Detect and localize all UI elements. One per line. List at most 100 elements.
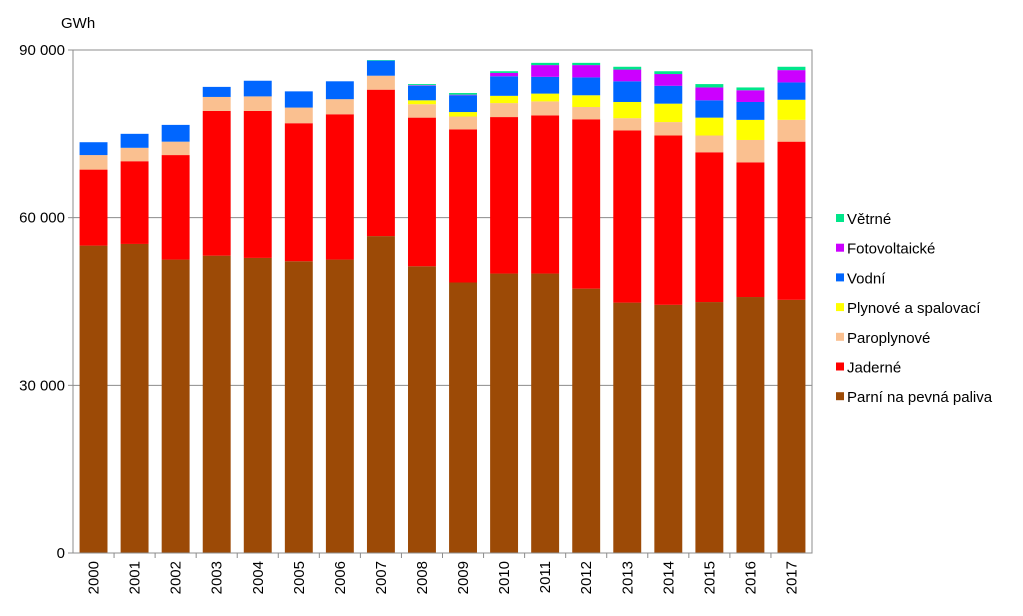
bar-segment [79, 169, 108, 246]
x-tick-label: 2007 [373, 561, 390, 594]
bar-segment [777, 299, 806, 553]
bar-segment [736, 119, 765, 140]
bar-segment [654, 304, 683, 553]
bar-segment [736, 90, 765, 102]
bar-segment [120, 161, 149, 244]
legend-swatch [836, 243, 844, 252]
bar-segment [777, 70, 806, 83]
x-tick-label: 2003 [209, 561, 226, 594]
bar-segment [325, 259, 354, 553]
bar-segment [408, 117, 436, 267]
bar-segment [695, 87, 724, 101]
bar-segment [654, 74, 683, 86]
bar-segment [613, 302, 642, 553]
bar-segment [202, 110, 231, 256]
legend-swatch [836, 392, 844, 401]
x-tick-label: 2014 [660, 561, 677, 594]
bar-segment [366, 75, 395, 90]
legend-label: Paroplynové [847, 330, 930, 347]
bar-segment [408, 85, 436, 86]
bar-segment [449, 116, 477, 130]
x-tick-label: 2016 [742, 561, 759, 594]
bar-segment [695, 152, 724, 303]
bar-segment [490, 95, 519, 104]
bar-segment [490, 117, 519, 274]
bar-segment [202, 86, 231, 97]
bar-segment [120, 243, 149, 553]
bar-segment [777, 119, 806, 142]
bar-segment [449, 93, 477, 95]
bar-segment [202, 255, 231, 554]
x-tick-label: 2004 [250, 561, 267, 594]
x-tick-label: 2009 [455, 561, 472, 594]
bar-segment [490, 71, 519, 73]
bar-segment [777, 66, 806, 71]
bar-segment [695, 302, 724, 553]
bar-segment [449, 112, 477, 117]
legend-swatch [836, 303, 844, 312]
bar-segment [408, 266, 436, 553]
bar-segment [531, 101, 560, 116]
bar-segment [531, 65, 560, 77]
x-tick-label: 2001 [127, 561, 144, 594]
bar-segment [695, 84, 724, 88]
bar-segment [613, 81, 642, 102]
bar-segment [572, 77, 601, 96]
bar-segment [449, 95, 477, 113]
bar-segment [613, 66, 642, 70]
bar-segment [572, 95, 601, 108]
bar-segment [531, 93, 560, 102]
bar-segment [736, 101, 765, 120]
legend-label: Fotovoltaické [847, 241, 935, 258]
legend-label: Jaderné [847, 360, 901, 377]
bar-segment [449, 129, 477, 283]
legend-label: Parní na pevná paliva [847, 389, 993, 406]
bar-segment [449, 94, 477, 96]
y-axis: 0 30 000 60 000 90 000 [19, 42, 73, 562]
bar-segment [695, 100, 724, 118]
bar-segment [366, 60, 395, 61]
bar-segment [284, 123, 313, 262]
bar-segment [490, 273, 519, 553]
bar-segment [654, 71, 683, 75]
y-tick-label: 0 [57, 545, 65, 562]
bar-segment [613, 69, 642, 82]
bar-segment [120, 147, 149, 162]
legend-swatch [836, 332, 844, 341]
bar-segment [243, 96, 272, 111]
bar-segment [777, 141, 806, 300]
bar-segment [325, 81, 354, 100]
bar-segment [79, 155, 108, 170]
x-tick-label: 2005 [291, 561, 308, 594]
bar-segment [284, 261, 313, 553]
x-tick-label: 2015 [701, 561, 718, 594]
bar-segment [325, 99, 354, 115]
bar-segment [572, 107, 601, 120]
x-tick-label: 2008 [414, 561, 431, 594]
x-tick-label: 2013 [619, 561, 636, 594]
x-tick-label: 2011 [537, 561, 554, 593]
bars [79, 60, 806, 554]
x-tick-label: 2010 [496, 561, 513, 594]
bar-segment [408, 104, 436, 118]
bar-segment [654, 122, 683, 136]
bar-segment [161, 141, 190, 156]
bar-segment [654, 135, 683, 305]
bar-segment [490, 103, 519, 118]
x-tick-label: 2017 [784, 561, 801, 594]
bar-segment [572, 62, 601, 66]
bar-segment [777, 82, 806, 100]
legend-swatch [836, 214, 844, 222]
bar-segment [408, 84, 436, 86]
y-tick-label: 90 000 [19, 42, 65, 59]
bar-segment [736, 139, 765, 163]
bar-segment [449, 282, 477, 553]
bar-segment [408, 100, 436, 105]
bar-segment [243, 257, 272, 553]
bar-segment [777, 99, 806, 120]
bar-segment [531, 273, 560, 553]
y-tick-label: 30 000 [19, 377, 65, 394]
legend-swatch [836, 273, 844, 282]
bar-segment [572, 65, 601, 78]
